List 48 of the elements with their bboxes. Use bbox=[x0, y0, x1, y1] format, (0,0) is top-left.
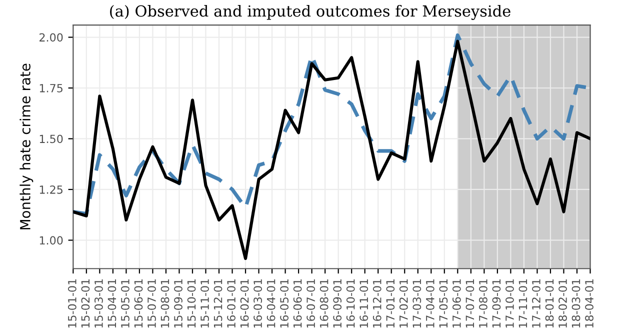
x-tick-label: 17-11-01 bbox=[518, 279, 528, 328]
x-tick-label: 15-03-01 bbox=[94, 279, 103, 328]
x-tick-label: 16-08-01 bbox=[320, 279, 328, 328]
x-tick-label: 17-01-01 bbox=[386, 279, 395, 328]
x-tick-label: 17-03-01 bbox=[412, 279, 422, 328]
x-tick-label: 17-07-01 bbox=[466, 279, 474, 328]
x-tick-label: 17-12-01 bbox=[532, 279, 540, 328]
x-tick-label: 16-01-01 bbox=[227, 279, 236, 328]
y-tick-label: 2.00 bbox=[40, 33, 63, 42]
x-tick-label: 16-06-01 bbox=[293, 279, 302, 328]
x-tick-label: 16-07-01 bbox=[306, 279, 316, 328]
y-tick-label: 1.25 bbox=[40, 185, 62, 194]
x-tick-label: 17-09-01 bbox=[492, 279, 501, 328]
x-tick-label: 15-10-01 bbox=[187, 279, 196, 328]
x-tick-label: 18-04-01 bbox=[585, 279, 594, 328]
x-tick-label: 15-04-01 bbox=[108, 279, 116, 328]
x-tick-label: 15-05-01 bbox=[121, 279, 130, 328]
y-tick-label: 1.75 bbox=[40, 84, 62, 92]
chart-title: (a) Observed and imputed outcomes for Merseyside bbox=[110, 4, 510, 20]
x-tick-label: 16-05-01 bbox=[280, 279, 289, 328]
x-tick-label: 16-10-01 bbox=[346, 279, 355, 328]
x-tick-label: 15-11-01 bbox=[200, 279, 209, 328]
x-tick-label: 17-05-01 bbox=[439, 279, 448, 328]
x-tick-label: 16-09-01 bbox=[333, 279, 342, 328]
line-series bbox=[73, 40, 590, 260]
x-tick-label: 15-06-01 bbox=[134, 279, 143, 328]
x-tick-label: 17-06-01 bbox=[452, 279, 461, 328]
x-tick-label: 16-03-01 bbox=[254, 279, 262, 328]
x-tick-label: 15-07-01 bbox=[148, 279, 156, 328]
x-tick-label: 18-03-01 bbox=[572, 279, 580, 328]
y-axis-title: Monthly hate crime rate bbox=[20, 64, 34, 230]
x-tick-label: 15-08-01 bbox=[160, 279, 170, 328]
x-tick-label: 18-02-01 bbox=[558, 279, 567, 328]
x-tick-label: 16-02-01 bbox=[240, 279, 249, 328]
x-tick-label: 17-04-01 bbox=[426, 279, 434, 328]
x-tick-label: 16-04-01 bbox=[266, 279, 276, 328]
y-tick-label: 1.00 bbox=[40, 236, 63, 245]
x-tick-label: 17-02-01 bbox=[399, 279, 408, 328]
x-tick-label: 16-12-01 bbox=[372, 279, 382, 328]
x-tick-label: 15-02-01 bbox=[81, 279, 90, 328]
x-tick-label: 17-10-01 bbox=[506, 279, 514, 328]
x-tick-label: 15-01-01 bbox=[68, 279, 76, 328]
y-tick-label: 1.50 bbox=[40, 134, 63, 144]
x-tick-label: 17-08-01 bbox=[478, 279, 488, 328]
x-tick-label: 18-01-01 bbox=[545, 279, 554, 328]
x-tick-label: 16-11-01 bbox=[360, 279, 368, 328]
x-tick-label: 15-12-01 bbox=[214, 279, 222, 328]
x-tick-label: 15-09-01 bbox=[174, 279, 182, 328]
